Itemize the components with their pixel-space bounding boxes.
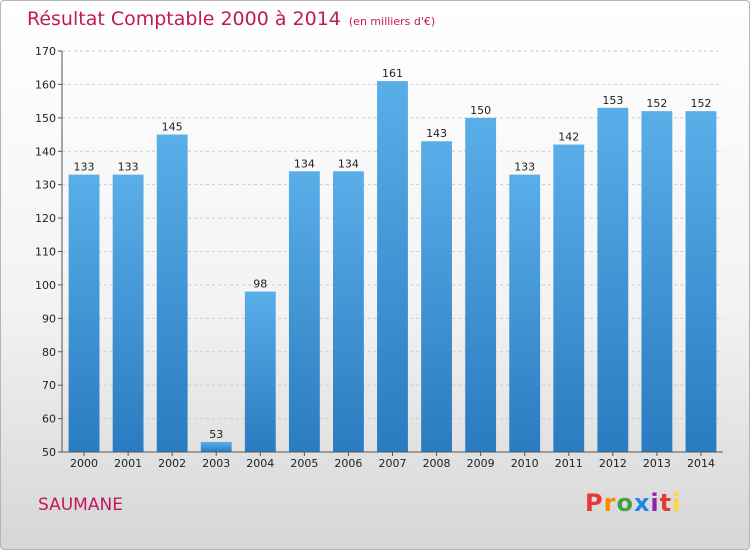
x-tick-label: 2005 — [290, 457, 318, 470]
logo-letter: r — [603, 489, 617, 517]
bar-2012 — [597, 107, 629, 452]
y-tick-label: 170 — [35, 45, 56, 58]
y-tick-label: 140 — [35, 145, 56, 158]
bar-2013 — [641, 111, 673, 453]
y-tick-label: 60 — [42, 413, 56, 426]
data-label: 142 — [558, 131, 579, 144]
x-tick-label: 2009 — [467, 457, 495, 470]
y-tick-label: 80 — [42, 346, 56, 359]
bar-2003 — [200, 441, 232, 452]
bar-2014 — [685, 111, 717, 453]
y-tick-label: 160 — [35, 78, 56, 91]
data-label: 133 — [118, 161, 139, 174]
bar-2002 — [156, 134, 188, 452]
chart-subtitle: (en milliers d'€) — [348, 15, 436, 28]
data-label: 161 — [382, 67, 403, 80]
data-label: 145 — [162, 121, 183, 134]
x-tick-label: 2010 — [511, 457, 539, 470]
data-label: 133 — [74, 161, 95, 174]
y-tick-label: 100 — [35, 279, 56, 292]
logo-letter: t — [659, 489, 673, 517]
place-name: SAUMANE — [38, 495, 123, 515]
bar-2005 — [288, 171, 320, 453]
logo-letter: x — [633, 489, 651, 517]
proxiti-logo: Proxiti — [585, 489, 681, 517]
x-tick-label: 2002 — [158, 457, 186, 470]
data-label: 133 — [514, 161, 535, 174]
data-label: 134 — [338, 157, 359, 170]
bar-2007 — [377, 81, 408, 452]
x-tick-label: 2006 — [334, 457, 362, 470]
data-label: 152 — [690, 97, 711, 110]
y-tick-label: 150 — [35, 112, 56, 125]
bar-2004 — [244, 291, 276, 452]
y-tick-label: 130 — [35, 179, 56, 192]
chart-title-text: Résultat Comptable 2000 à 2014 — [27, 8, 341, 30]
logo-letter: o — [616, 489, 634, 517]
data-label: 153 — [602, 94, 623, 107]
data-label: 143 — [426, 127, 447, 140]
data-label: 53 — [209, 428, 223, 441]
bar-2010 — [509, 174, 541, 452]
chart-title: Résultat Comptable 2000 à 2014 (en millie… — [27, 8, 435, 30]
x-tick-label: 2001 — [114, 457, 142, 470]
bar-2001 — [112, 174, 144, 452]
x-tick-label: 2000 — [70, 457, 98, 470]
y-tick-label: 90 — [42, 312, 56, 325]
x-tick-label: 2014 — [687, 457, 715, 470]
bar-2000 — [68, 174, 100, 452]
bar-2011 — [553, 144, 585, 453]
x-tick-label: 2013 — [643, 457, 671, 470]
x-tick-label: 2011 — [555, 457, 583, 470]
bar-2008 — [421, 141, 452, 452]
data-label: 98 — [253, 278, 267, 291]
x-tick-label: 2012 — [599, 457, 627, 470]
y-tick-label: 50 — [42, 446, 56, 459]
logo-letter: i — [672, 489, 682, 517]
bar-2006 — [333, 171, 364, 453]
y-tick-label: 110 — [35, 246, 56, 259]
logo-letter: i — [650, 489, 660, 517]
logo-letter: P — [585, 489, 604, 517]
y-tick-label: 70 — [42, 379, 56, 392]
data-label: 152 — [646, 97, 667, 110]
data-label: 150 — [470, 104, 491, 117]
x-tick-label: 2003 — [202, 457, 230, 470]
x-tick-label: 2004 — [246, 457, 274, 470]
x-tick-label: 2008 — [423, 457, 451, 470]
bars: 133 133 145 53 98 134 134 161 143 150 133 142 153 152… — [68, 67, 717, 453]
axes: 50 60 70 80 90 100 110 120 130 140 150 160 170 2000 20… — [35, 45, 723, 470]
x-tick-label: 2007 — [379, 457, 407, 470]
data-label: 134 — [294, 157, 315, 170]
y-tick-label: 120 — [35, 212, 56, 225]
bar-2009 — [465, 117, 497, 452]
